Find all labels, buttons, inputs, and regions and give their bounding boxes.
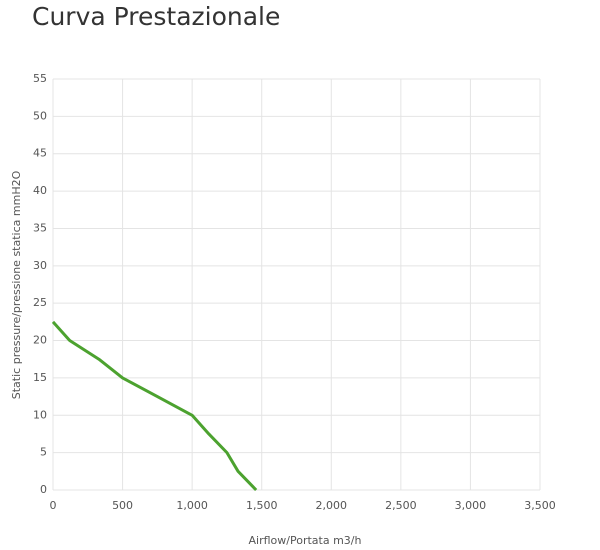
y-tick-label: 20 (33, 334, 47, 347)
y-tick-label: 5 (40, 446, 47, 459)
y-tick-label: 55 (33, 72, 47, 85)
y-tick-label: 30 (33, 259, 47, 272)
y-tick-label: 40 (33, 184, 47, 197)
y-tick-label: 15 (33, 371, 47, 384)
x-tick-label: 3,000 (455, 499, 487, 512)
x-axis-label: Airflow/Portata m3/h (249, 534, 362, 547)
x-tick-label: 2,500 (385, 499, 417, 512)
x-tick-label: 1,000 (176, 499, 208, 512)
y-tick-label: 45 (33, 147, 47, 160)
x-tick-label: 1,500 (246, 499, 278, 512)
data-line (51, 320, 258, 492)
y-tick-label: 0 (40, 483, 47, 496)
x-tick-label: 3,500 (524, 499, 556, 512)
y-tick-label: 35 (33, 221, 47, 234)
x-tick-label: 2,000 (316, 499, 348, 512)
y-tick-label: 50 (33, 109, 47, 122)
y-tick-label: 25 (33, 296, 47, 309)
y-axis-label: Static pressure/pressione statica mmH2O (10, 170, 23, 399)
chart-title: Curva Prestazionale (32, 2, 280, 31)
y-tick-label: 10 (33, 408, 47, 421)
x-tick-label: 500 (112, 499, 133, 512)
x-tick-label: 0 (50, 499, 57, 512)
